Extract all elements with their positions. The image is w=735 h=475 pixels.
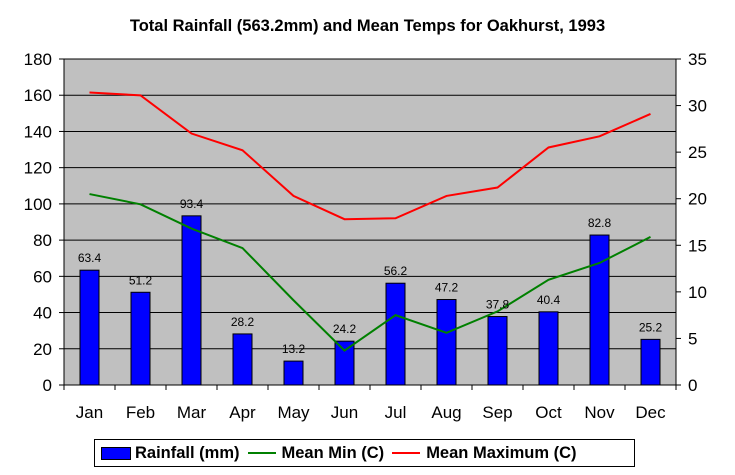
right-axis-tick-label: 5: [688, 329, 697, 348]
rainfall-bar: [334, 340, 355, 386]
rainfall-data-label: 24.2: [333, 322, 357, 336]
rainfall-bar: [385, 282, 406, 386]
left-axis-tick-label: 60: [33, 267, 52, 286]
legend-label-mean-max: Mean Maximum (C): [426, 443, 577, 462]
rainfall-bar: [538, 311, 559, 386]
x-axis-tick-label: Apr: [229, 403, 256, 422]
legend: Rainfall (mm) Mean Min (C) Mean Maximum …: [94, 439, 635, 467]
rainfall-bar: [181, 215, 202, 386]
left-axis-tick-label: 40: [33, 304, 52, 323]
x-axis-tick-label: Sep: [482, 403, 512, 422]
left-axis-tick-label: 180: [24, 50, 52, 69]
x-axis-tick-label: Nov: [584, 403, 615, 422]
right-axis-tick-label: 35: [688, 50, 707, 69]
right-axis-tick-label: 10: [688, 283, 707, 302]
rainfall-data-label: 47.2: [435, 281, 459, 295]
mean-min-line: [89, 193, 651, 352]
right-axis-tick-label: 30: [688, 97, 707, 116]
rainfall-data-label: 25.2: [639, 320, 663, 334]
axes: 0 20 40 60 80 100 120 140 160 180 0 5 10 15 20 25 30 35 Ja…: [24, 50, 707, 422]
rainfall-bar: [589, 234, 610, 386]
x-axis-tick-label: May: [277, 403, 310, 422]
rainfall-bar: [130, 291, 151, 386]
left-axis-tick-label: 20: [33, 340, 52, 359]
left-axis-tick-label: 160: [24, 86, 52, 105]
left-axis-tick-label: 140: [24, 122, 52, 141]
chart-title: Total Rainfall (563.2mm) and Mean Temps …: [129, 17, 606, 35]
right-axis-tick-label: 20: [688, 190, 707, 209]
x-axis-tick-label: Aug: [431, 403, 461, 422]
rainfall-data-label: 82.8: [588, 216, 612, 230]
legend-item-mean-min: Mean Min (C): [247, 443, 385, 463]
rainfall-data-label: 37.8: [486, 298, 510, 312]
x-axis-tick-label: Jun: [331, 403, 358, 422]
rainfall-bar: [640, 338, 661, 386]
legend-label-rainfall: Rainfall (mm): [135, 443, 240, 462]
legend-label-mean-min: Mean Min (C): [281, 443, 385, 462]
x-axis-tick-label: Jul: [385, 403, 407, 422]
x-axis-tick-label: Jan: [76, 403, 103, 422]
legend-item-mean-max: Mean Maximum (C): [392, 443, 577, 463]
x-axis-tick-label: Oct: [535, 403, 562, 422]
legend-item-rainfall: Rainfall (mm): [101, 444, 240, 463]
x-axis-tick-label: Mar: [177, 403, 207, 422]
left-axis-tick-label: 0: [43, 376, 52, 395]
legend-swatch-mean-min: [247, 452, 276, 454]
right-axis-tick-label: 15: [688, 236, 707, 255]
x-axis-tick-label: Dec: [635, 403, 666, 422]
right-axis-tick-label: 25: [688, 143, 707, 162]
rainfall-data-label: 13.2: [282, 342, 306, 356]
rainfall-bar: [283, 360, 304, 386]
legend-swatch-mean-max: [392, 452, 421, 454]
rainfall-data-label: 40.4: [537, 293, 561, 307]
rainfall-data-label: 28.2: [231, 315, 255, 329]
rainfall-data-label: 56.2: [384, 264, 408, 278]
rainfall-bars: [79, 215, 661, 386]
rainfall-bar: [232, 333, 253, 386]
left-axis-tick-label: 120: [24, 159, 52, 178]
rainfall-data-label: 93.4: [180, 197, 204, 211]
gridlines: [64, 58, 676, 350]
data-labels: 63.4 51.2 93.4 28.2 13.2 24.2 56.2 47.2 37.8 40.4…: [78, 197, 663, 356]
rainfall-bar: [79, 269, 100, 386]
rainfall-data-label: 51.2: [129, 273, 153, 287]
left-axis-tick-label: 100: [24, 195, 52, 214]
temperature-lines: [89, 91, 651, 352]
mean-max-line: [89, 91, 651, 221]
rainfall-bar: [487, 316, 508, 386]
rainfall-bar: [436, 299, 457, 386]
legend-swatch-rainfall: [101, 446, 131, 460]
x-axis-tick-label: Feb: [126, 403, 155, 422]
right-axis-tick-label: 0: [688, 376, 697, 395]
rainfall-data-label: 63.4: [78, 251, 102, 265]
left-axis-tick-label: 80: [33, 231, 52, 250]
